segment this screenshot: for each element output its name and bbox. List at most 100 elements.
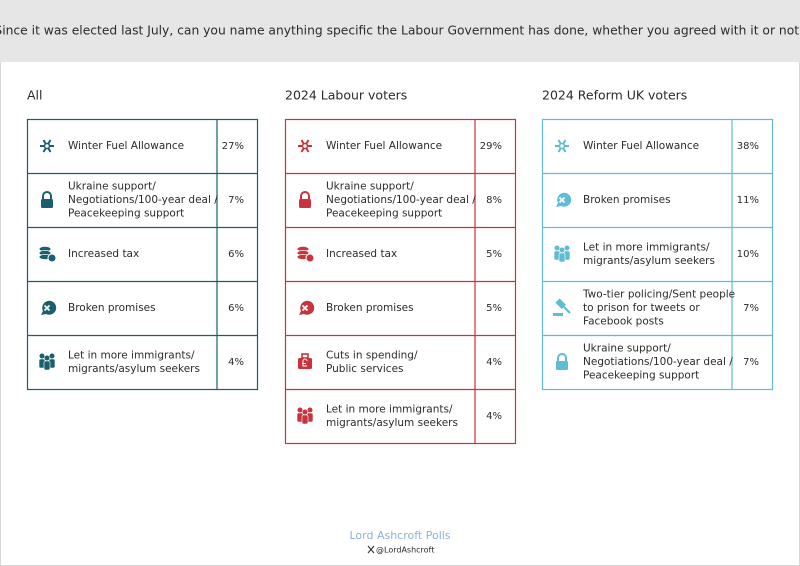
icon-part: [43, 142, 51, 150]
column-title: All: [27, 88, 43, 103]
row-label: Let in more immigrants/: [583, 241, 710, 253]
row-label: Ukraine support/: [68, 181, 156, 193]
icon-part: [558, 252, 566, 263]
icon-part: [301, 414, 309, 425]
icon-part: [302, 358, 308, 367]
icon-snow: [40, 139, 54, 153]
icon-cross: [41, 300, 57, 315]
row-label: Winter Fuel Allowance: [583, 140, 699, 152]
column-box: [541, 118, 774, 391]
row-label: Let in more immigrants/: [68, 349, 195, 361]
icon-part: [301, 142, 309, 150]
icon-part: [299, 300, 315, 315]
icon-lock: [41, 191, 53, 208]
header-band: [0, 0, 800, 62]
row-label: Increased tax: [326, 248, 397, 260]
row-label: Broken promises: [68, 302, 156, 314]
icon-part: [302, 409, 308, 415]
icon-part: [297, 407, 303, 413]
header-title: Since it was elected last July, can you …: [0, 24, 800, 38]
row-value: 11%: [737, 195, 759, 206]
row-label: Peacekeeping support: [68, 208, 184, 220]
icon-bag: [298, 353, 312, 369]
column-title: 2024 Labour voters: [285, 88, 407, 103]
icon-part: [554, 245, 560, 251]
icon-part: [301, 304, 309, 312]
icon-part: [564, 245, 570, 251]
row-label: Negotiations/100-year deal /: [68, 194, 218, 206]
icon-part: [49, 353, 55, 359]
row-label: Ukraine support/: [326, 181, 414, 193]
icon-part: [43, 304, 51, 312]
icon-snow: [555, 139, 569, 153]
row-label: Increased tax: [68, 248, 139, 260]
row-value: 7%: [743, 303, 759, 314]
row-value: 4%: [228, 357, 244, 368]
row-value: 4%: [486, 411, 502, 422]
icon-part: [39, 353, 45, 359]
row-value: 5%: [486, 303, 502, 314]
row-label: Public services: [326, 363, 404, 375]
row-label: Let in more immigrants/: [326, 403, 453, 415]
icon-part: [307, 407, 313, 413]
row-value: 38%: [737, 141, 759, 152]
row-label: Broken promises: [583, 194, 671, 206]
row-label: Winter Fuel Allowance: [326, 140, 442, 152]
icon-cross: [556, 192, 572, 207]
icon-part: [559, 247, 565, 253]
row-value: 27%: [222, 141, 244, 152]
icon-people: [553, 245, 571, 263]
icon-part: [305, 253, 315, 263]
icon-coins: [296, 245, 315, 263]
row-value: 10%: [737, 249, 759, 260]
icon-lock: [299, 191, 311, 208]
icon-cross: [299, 300, 315, 315]
icon-part: [557, 353, 567, 361]
row-label: migrants/asylum seekers: [68, 363, 200, 375]
icon-part: [41, 300, 57, 315]
icon-coins: [38, 245, 57, 263]
row-label: Two-tier policing/Sent people: [582, 289, 735, 301]
x-logo: [367, 545, 375, 554]
icon-part: [300, 191, 310, 199]
icon-part: [556, 192, 572, 207]
row-label: Facebook posts: [583, 316, 664, 328]
icon-part: [47, 253, 57, 263]
row-value: 4%: [486, 357, 502, 368]
row-label: Winter Fuel Allowance: [68, 140, 184, 152]
icon-part: [41, 199, 53, 208]
icon-lock: [556, 353, 568, 370]
column-box: [26, 118, 259, 391]
row-label: Peacekeeping support: [583, 370, 699, 382]
row-label: Cuts in spending/: [326, 349, 418, 361]
row-label: migrants/asylum seekers: [326, 417, 458, 429]
icon-part: [44, 355, 50, 361]
row-value: 6%: [228, 249, 244, 260]
row-value: 7%: [743, 357, 759, 368]
row-value: 7%: [228, 195, 244, 206]
footer-handle: @LordAshcroft: [376, 546, 434, 555]
icon-part: [561, 304, 571, 314]
icon-part: [558, 196, 566, 204]
row-label: Negotiations/100-year deal /: [326, 194, 476, 206]
row-label: migrants/asylum seekers: [583, 255, 715, 267]
row-value: 5%: [486, 249, 502, 260]
row-label: to prison for tweets or: [583, 302, 700, 314]
row-label: Peacekeeping support: [326, 208, 442, 220]
icon-people: [38, 353, 56, 371]
icon-people: [296, 407, 314, 425]
column-title: 2024 Reform UK voters: [542, 88, 687, 103]
icon-part: [553, 313, 563, 316]
icon-part: [556, 361, 568, 370]
icon-part: [42, 191, 52, 199]
row-label: Ukraine support/: [583, 343, 671, 355]
row-value: 6%: [228, 303, 244, 314]
icon-gavel: [553, 298, 571, 316]
row-value: 29%: [480, 141, 502, 152]
icon-part: [558, 142, 566, 150]
footer-brand: Lord Ashcroft Polls: [349, 529, 450, 542]
icon-snow: [298, 139, 312, 153]
